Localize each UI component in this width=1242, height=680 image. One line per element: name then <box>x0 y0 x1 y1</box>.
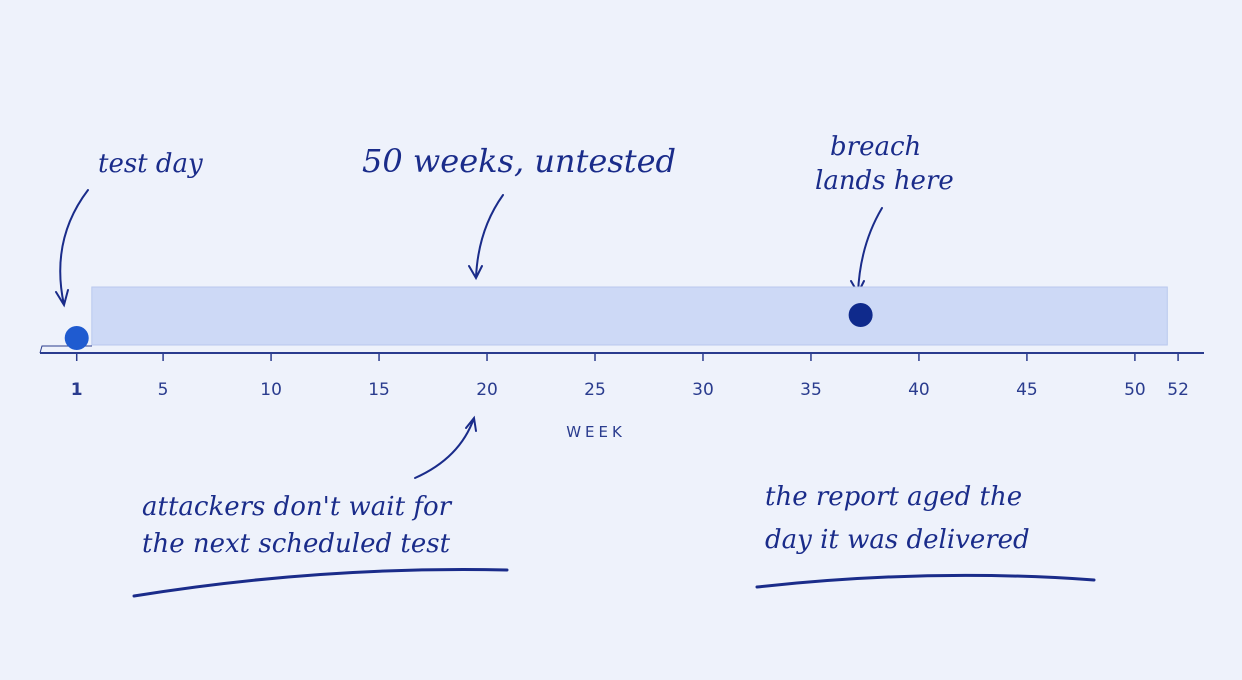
x-tick-label: 20 <box>476 380 498 400</box>
x-tick-label: 45 <box>1016 380 1038 400</box>
marker <box>64 326 89 350</box>
x-axis-label: WEEK <box>566 423 626 441</box>
underline <box>132 568 509 598</box>
x-tick-label: 52 <box>1167 380 1189 400</box>
annotation: attackers don't wait for <box>142 492 453 522</box>
annotation: 50 weeks, untested <box>362 142 676 180</box>
marker <box>848 303 873 327</box>
annotation: day it was delivered <box>765 525 1030 555</box>
x-tick-label: 10 <box>260 380 282 400</box>
x-tick-label: 35 <box>800 380 822 400</box>
band <box>91 286 1168 346</box>
arrow <box>468 194 504 281</box>
x-tick-label: 1 <box>71 380 83 400</box>
arrow <box>414 415 477 479</box>
underline <box>755 573 1096 589</box>
arrow <box>55 189 89 308</box>
arrow <box>850 207 883 296</box>
annotation: the report aged the <box>765 482 1022 512</box>
x-tick-label: 40 <box>908 380 930 400</box>
x-tick-label: 30 <box>692 380 714 400</box>
annotation: the next scheduled test <box>142 529 451 559</box>
annotation: lands here <box>815 166 954 196</box>
annotation: test day <box>98 149 203 179</box>
x-tick-label: 15 <box>368 380 390 400</box>
x-tick-label: 25 <box>584 380 606 400</box>
annotation: breach <box>830 132 921 162</box>
x-tick-label: 50 <box>1124 380 1146 400</box>
x-tick-label: 5 <box>158 380 169 400</box>
